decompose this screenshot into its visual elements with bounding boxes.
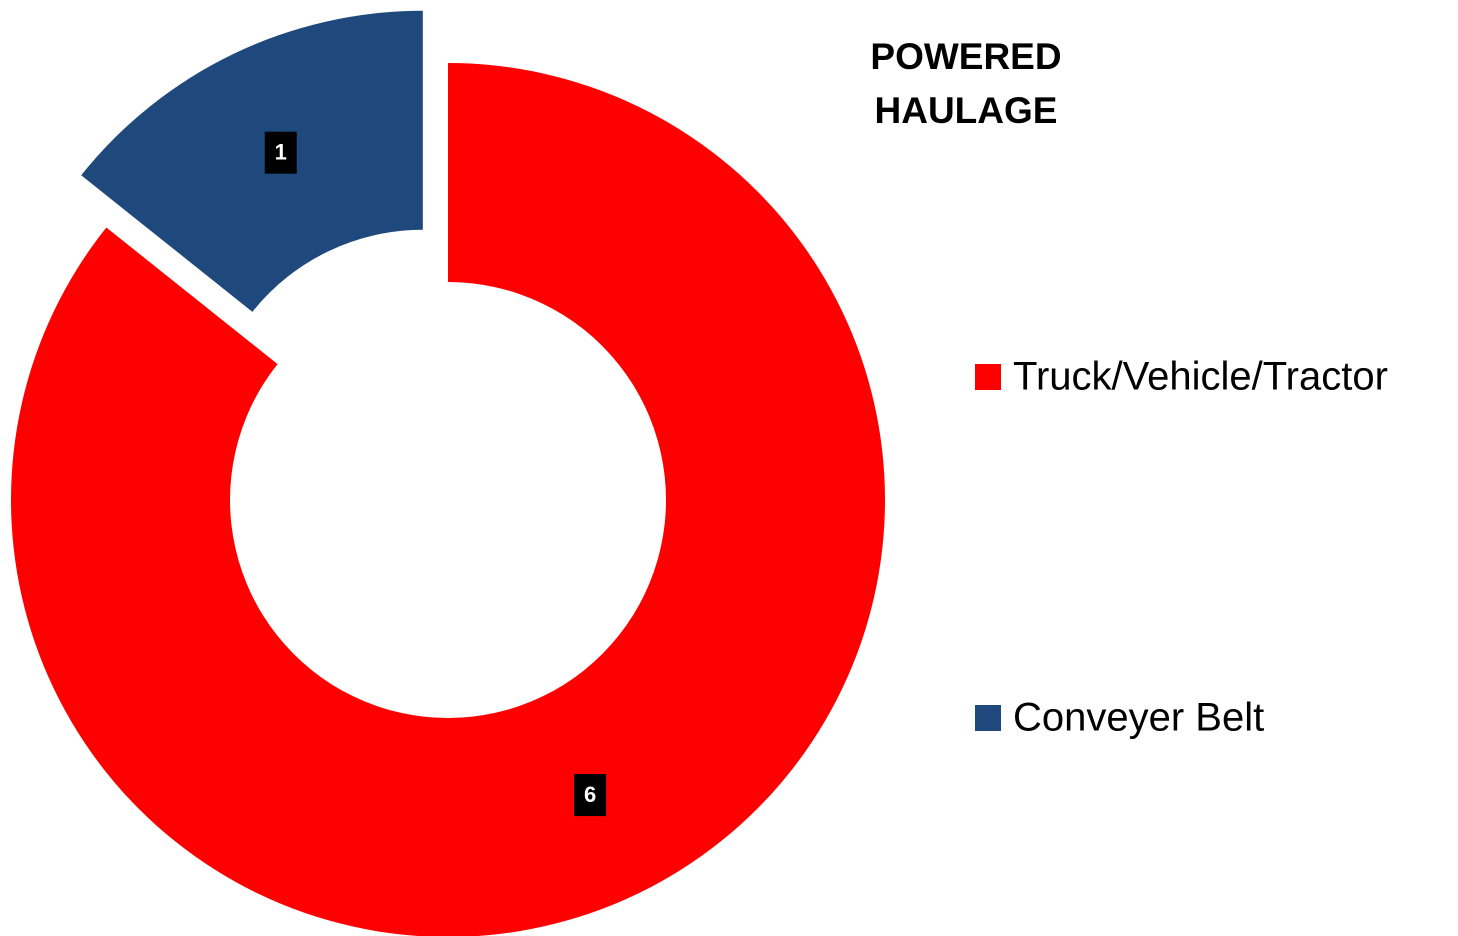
value-label-box: [264, 131, 297, 174]
donut-slice: [81, 10, 423, 312]
legend-swatch: [975, 364, 1001, 390]
value-label-box: [574, 774, 607, 817]
value-label: 6: [584, 782, 596, 807]
donut-slice: [11, 63, 885, 936]
legend-label: Conveyer Belt: [1013, 696, 1264, 740]
legend-label: Truck/Vehicle/Tractor: [1013, 355, 1388, 399]
legend-swatch: [975, 705, 1001, 731]
chart-title: POWERED HAULAGE: [870, 36, 1062, 131]
value-label: 1: [275, 139, 287, 164]
